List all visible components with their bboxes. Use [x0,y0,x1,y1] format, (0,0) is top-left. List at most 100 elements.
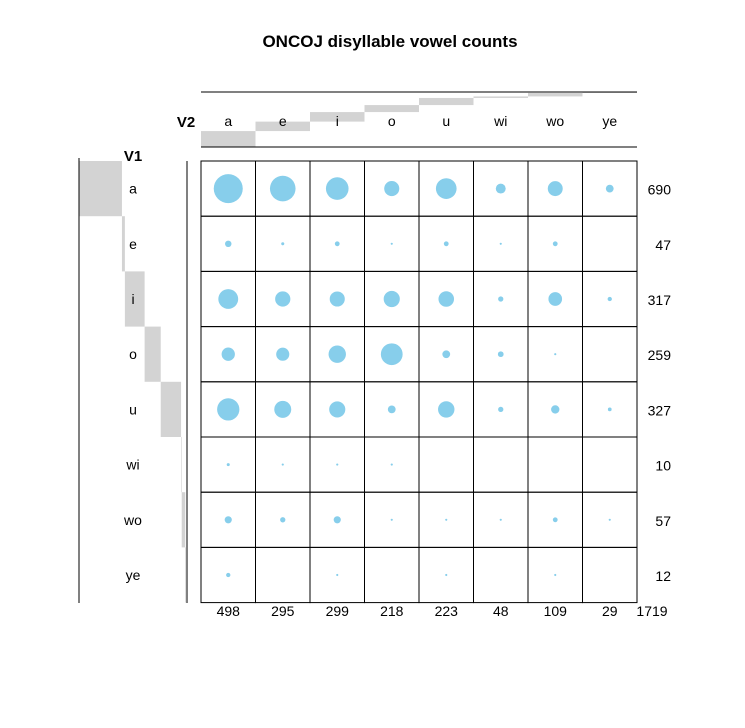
count-bubble [443,241,449,247]
row-marginal-bar [121,216,125,272]
count-bubble [498,406,504,413]
count-bubble [548,292,563,306]
count-bubble [218,289,239,309]
count-bubble [333,516,341,524]
row-total: 47 [655,237,671,253]
grid-cell [473,436,529,493]
count-bubble [547,181,563,197]
row-marginal-bar [160,381,182,437]
col-label: ye [602,113,617,129]
count-bubble [607,407,612,412]
col-marginal-bar [364,105,419,113]
col-total: 109 [544,603,568,619]
count-bubble [435,178,457,199]
count-bubble [551,405,560,414]
count-bubble [442,350,451,359]
row-marginal-bar [181,437,182,493]
count-bubble [213,174,243,204]
col-total: 299 [326,603,350,619]
grid-cell [418,436,474,493]
row-total: 10 [655,458,671,474]
count-bubble [329,401,346,418]
count-bubble [281,463,284,466]
count-bubble [390,518,393,521]
row-marginal-bar [181,492,186,548]
count-bubble [445,518,448,521]
col-label: i [336,113,339,129]
count-bubble [224,516,232,524]
row-label: ye [126,567,141,583]
count-bubble [554,353,557,356]
count-bubble [607,296,612,302]
count-bubble [329,291,345,307]
grid-cell [582,546,638,604]
count-bubble [387,405,396,414]
row-total: 57 [655,513,671,529]
col-marginal-bar [201,131,256,147]
count-bubble [226,463,230,467]
col-label: wi [493,113,507,129]
count-bubble [499,242,502,245]
count-bubble [383,290,400,308]
count-bubble [217,398,240,421]
count-bubble [499,518,502,521]
grid-cell [473,546,529,604]
grid-cell [364,546,420,604]
col-total: 48 [493,603,509,619]
count-bubble [328,345,346,363]
count-bubble [552,517,558,523]
col-marginal-bar [310,112,365,122]
col-total: 223 [435,603,459,619]
count-bubble [275,291,291,307]
count-bubble [221,347,235,361]
row-total: 12 [655,568,671,584]
col-label: wo [545,113,564,129]
count-bubble [438,291,455,307]
chart-title: ONCOJ disyllable vowel counts [262,32,517,51]
col-total: 218 [380,603,404,619]
count-bubble [495,183,506,194]
grid-cell [527,436,583,493]
count-bubble [269,175,296,202]
col-label: o [388,113,396,129]
row-total: 317 [648,292,672,308]
row-marginal-bar [124,271,145,327]
col-label: u [442,113,450,129]
count-bubble [336,573,339,577]
col-total: 295 [271,603,295,619]
row-label: e [129,236,137,252]
count-bubble [438,401,455,418]
count-bubble [226,572,231,578]
count-bubble [336,463,339,466]
count-bubble [445,573,448,577]
count-bubble [334,241,340,247]
count-bubble [281,242,285,246]
grand-total: 1719 [636,603,667,619]
col-marginal-bar [419,97,474,106]
row-marginal-bar [144,326,161,382]
row-label: u [129,401,137,417]
row-total: 327 [648,402,672,418]
count-bubble [552,241,558,247]
count-bubble [380,343,403,366]
row-total: 259 [648,347,672,363]
row-label: wi [125,457,139,473]
grid-cell [582,215,638,272]
count-bubble [276,347,290,361]
grid-cell [255,546,311,604]
count-bubble [390,463,393,466]
row-marginal-bar [79,161,122,217]
col-total: 29 [602,603,618,619]
count-bubble [497,351,504,358]
count-bubble [280,517,286,523]
col-label: a [224,113,232,129]
col-marginal-bar [255,121,310,132]
count-bubble [384,181,400,197]
col-label: e [279,113,287,129]
count-bubble [498,296,504,302]
grid-cell [582,326,638,383]
row-label: a [129,181,137,197]
row-total: 690 [648,182,672,198]
row-label: wo [123,512,142,528]
